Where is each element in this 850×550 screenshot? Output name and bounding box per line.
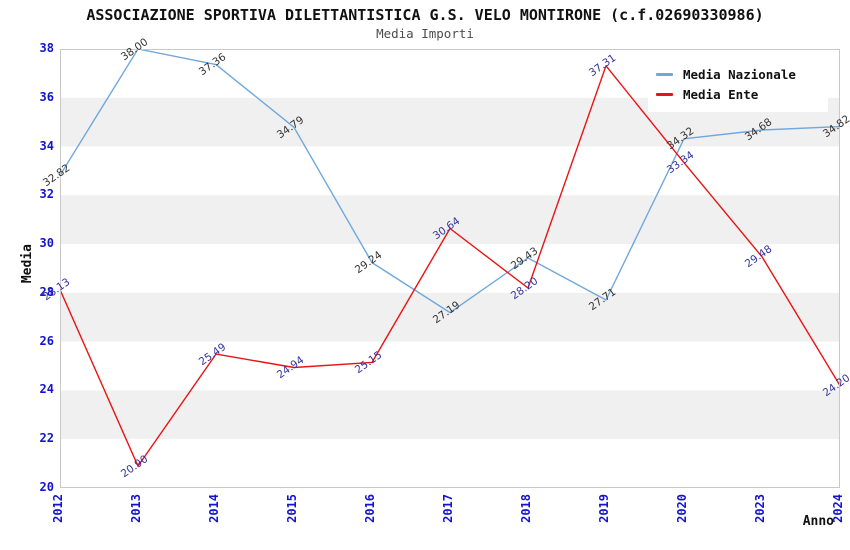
x-tick-label: 2024 xyxy=(831,494,845,523)
x-tick-label: 2015 xyxy=(285,494,299,523)
x-tick-label: 2023 xyxy=(753,494,767,523)
x-tick-label: 2018 xyxy=(519,494,533,523)
y-tick-label: 24 xyxy=(39,382,54,397)
grid-band xyxy=(60,390,840,440)
x-axis-title: Anno xyxy=(802,514,834,529)
grid-band xyxy=(60,341,840,391)
x-tick-label: 2017 xyxy=(441,494,455,523)
x-tick-label: 2014 xyxy=(207,494,221,523)
grid-band xyxy=(60,244,840,293)
y-tick-label: 20 xyxy=(39,480,54,494)
media-ente-line-swatch-icon xyxy=(656,93,673,96)
x-tick-label: 2013 xyxy=(129,494,143,523)
chart-title: ASSOCIAZIONE SPORTIVA DILETTANTISTICA G.… xyxy=(86,6,764,24)
y-tick-label: 34 xyxy=(39,138,54,153)
media-ente-line xyxy=(60,65,840,467)
legend-label: Media Nazionale xyxy=(683,67,796,82)
legend-item-media-nazionale: Media Nazionale xyxy=(656,66,822,83)
legend-item-media-ente: Media Ente xyxy=(656,86,822,103)
y-tick-label: 28 xyxy=(39,284,54,299)
x-tick-label: 2012 xyxy=(51,494,65,523)
grid-band xyxy=(60,292,840,342)
chart-svg xyxy=(60,49,840,488)
media-nazionale-line-swatch-icon xyxy=(656,73,673,76)
y-tick-label: 38 xyxy=(39,41,54,55)
grid-band xyxy=(60,146,840,196)
y-tick-label: 32 xyxy=(39,187,54,202)
y-tick-label: 36 xyxy=(39,89,54,104)
y-tick-label: 26 xyxy=(39,333,54,348)
y-tick-label: 30 xyxy=(39,236,54,251)
media-nazionale-line xyxy=(60,49,840,314)
legend-label: Media Ente xyxy=(683,87,759,102)
chart-subtitle: Media Importi xyxy=(376,26,474,41)
x-tick-label: 2016 xyxy=(363,494,377,523)
plot-area: 32.82 38.00 37.36 34.79 29.24 27.19 29.43 27.71… xyxy=(41,36,850,488)
plot-border xyxy=(60,49,840,488)
x-tick-label: 2019 xyxy=(597,494,611,523)
grid-band xyxy=(60,195,840,245)
grid-band xyxy=(60,439,840,488)
x-tick-label: 2020 xyxy=(675,494,689,523)
legend: Media Nazionale Media Ente xyxy=(648,57,828,112)
y-tick-label: 22 xyxy=(39,431,54,446)
